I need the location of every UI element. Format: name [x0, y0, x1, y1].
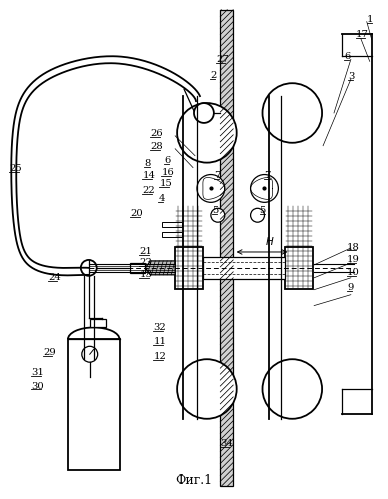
Text: 21: 21 — [139, 248, 152, 256]
Circle shape — [177, 103, 237, 163]
Text: 15: 15 — [159, 179, 172, 188]
Circle shape — [82, 346, 98, 362]
Text: 4: 4 — [158, 194, 165, 203]
Text: 17: 17 — [356, 30, 369, 39]
Text: 6: 6 — [164, 156, 170, 165]
Text: 20: 20 — [130, 209, 143, 218]
Circle shape — [177, 359, 237, 419]
Bar — [285, 247, 313, 289]
Text: 32: 32 — [153, 323, 166, 332]
Text: H: H — [266, 237, 274, 247]
Bar — [162, 232, 182, 237]
Text: 24: 24 — [48, 273, 61, 282]
Text: 6: 6 — [344, 52, 350, 61]
Text: 2: 2 — [210, 71, 216, 80]
Text: Фиг.1: Фиг.1 — [175, 474, 213, 487]
Text: 16: 16 — [161, 168, 174, 177]
Text: 7: 7 — [265, 171, 271, 180]
Circle shape — [251, 175, 279, 202]
Text: 18: 18 — [347, 243, 360, 251]
Text: 27: 27 — [216, 55, 229, 64]
Circle shape — [263, 83, 322, 143]
Text: 31: 31 — [31, 368, 44, 377]
Text: 12: 12 — [153, 352, 166, 361]
Bar — [220, 9, 233, 487]
Circle shape — [251, 208, 265, 222]
Bar — [162, 222, 182, 227]
Circle shape — [263, 359, 322, 419]
Text: 3: 3 — [348, 72, 354, 81]
Bar — [130, 263, 146, 273]
Bar — [203, 257, 285, 279]
Text: 5: 5 — [260, 206, 266, 215]
Text: 10: 10 — [347, 268, 360, 277]
Text: 29: 29 — [43, 348, 56, 357]
Text: 13: 13 — [139, 270, 152, 279]
Text: 28: 28 — [150, 142, 163, 151]
Text: 14: 14 — [142, 171, 155, 180]
Text: 30: 30 — [31, 382, 44, 391]
Text: 22: 22 — [142, 186, 155, 195]
Text: 26: 26 — [150, 129, 163, 138]
Circle shape — [211, 208, 225, 222]
Text: 23: 23 — [139, 258, 152, 267]
Bar — [175, 247, 203, 289]
Text: 8: 8 — [144, 159, 151, 168]
Bar — [68, 339, 120, 471]
Text: 25: 25 — [9, 164, 22, 173]
Circle shape — [81, 260, 97, 276]
Polygon shape — [146, 261, 175, 275]
Text: 19: 19 — [347, 255, 360, 264]
Circle shape — [197, 175, 225, 202]
Text: 5: 5 — [212, 206, 218, 215]
Text: 34: 34 — [220, 439, 233, 448]
Text: 7: 7 — [214, 171, 220, 180]
Circle shape — [194, 103, 214, 123]
Text: 9: 9 — [347, 283, 353, 292]
Text: 1: 1 — [367, 15, 373, 24]
Bar — [90, 319, 106, 327]
Text: 11: 11 — [153, 337, 166, 346]
